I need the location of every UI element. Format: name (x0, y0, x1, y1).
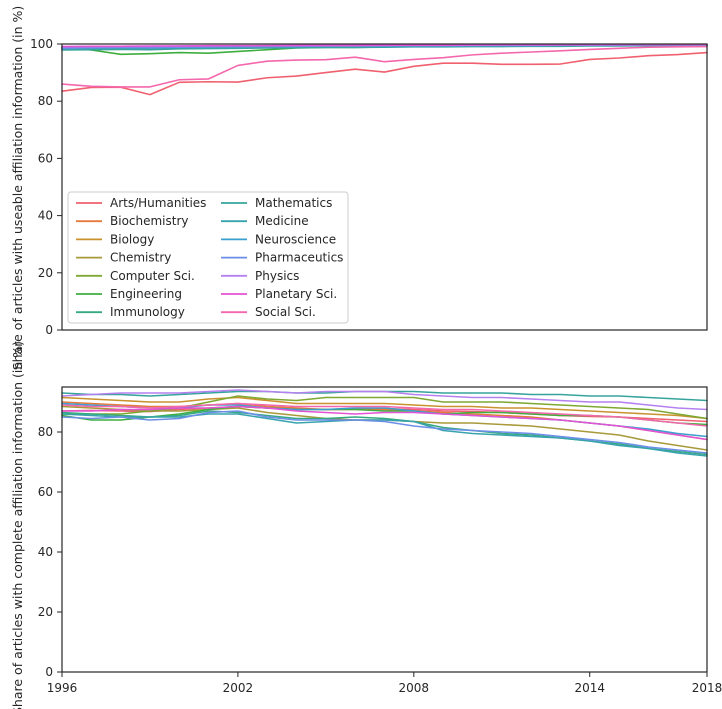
legend-label-mathematics: Mathematics (255, 196, 332, 210)
legend-label-engineering: Engineering (110, 287, 182, 301)
legend-label-physics: Physics (255, 269, 299, 283)
bottom-series-line-biology (61, 396, 708, 420)
top-y-tick-label: 20 (38, 266, 53, 280)
legend: Arts/Humanities Biochemistry Biology Chemis… (67, 191, 349, 324)
legend-label-biochemistry: Biochemistry (110, 214, 189, 228)
legend-label-medicine: Medicine (255, 214, 309, 228)
bottom-y-tick-label: 0 (45, 665, 53, 679)
bottom-plot-frame (61, 386, 708, 673)
legend-label-social-sci: Social Sci. (255, 305, 316, 319)
bottom-series-line-pharmaceutics (61, 410, 708, 454)
bottom-y-tick-label: 20 (38, 605, 53, 619)
top-y-axis-label: Share of articles with useable affiliati… (10, 6, 25, 371)
top-series-line-arts-humanities (61, 51, 708, 96)
bottom-x-tick-label: 2018 (692, 681, 722, 695)
bottom-y-axis-label: Share of articles with complete affiliat… (10, 341, 25, 709)
bottom-x-tick-label: 2014 (574, 681, 605, 695)
legend-box (67, 191, 349, 324)
bottom-series-line-social-sci (61, 402, 708, 427)
top-plot-frame (61, 43, 708, 331)
bottom-y-tick-label: 40 (38, 545, 53, 559)
top-y-tick-label: 40 (38, 209, 53, 223)
legend-label-pharmaceutics: Pharmaceutics (255, 251, 343, 265)
legend-label-immunology: Immunology (110, 305, 185, 319)
legend-label-neuroscience: Neuroscience (255, 232, 336, 246)
top-y-tick-label: 100 (30, 37, 53, 51)
legend-label-planetary-sci: Planetary Sci. (255, 287, 337, 301)
bottom-y-tick-label: 80 (38, 425, 53, 439)
top-y-tick-label: 0 (45, 323, 53, 337)
top-y-tick-label: 60 (38, 151, 53, 165)
top-chart-panel: 0 20 40 60 80 100 Arts/Humanities Biochemistry B… (30, 37, 708, 337)
bottom-series-line-physics (61, 389, 708, 411)
bottom-series-line-planetary-sci (61, 405, 708, 441)
legend-label-chemistry: Chemistry (110, 251, 171, 265)
bottom-x-tick-label: 1996 (47, 681, 78, 695)
top-y-tick-label: 80 (38, 94, 53, 108)
bottom-x-tick-label: 2002 (223, 681, 254, 695)
legend-label-biology: Biology (110, 232, 154, 246)
bottom-chart-panel: 0 20 40 60 80 1996 2002 2008 2014 2018 (38, 386, 722, 695)
top-series-line-social-sci (61, 45, 708, 88)
bottom-series-line-medicine (61, 413, 708, 457)
legend-label-arts-humanities: Arts/Humanities (110, 196, 206, 210)
legend-label-computer-sci: Computer Sci. (110, 269, 195, 283)
bottom-x-tick-label: 2008 (399, 681, 430, 695)
bottom-y-tick-label: 60 (38, 485, 53, 499)
